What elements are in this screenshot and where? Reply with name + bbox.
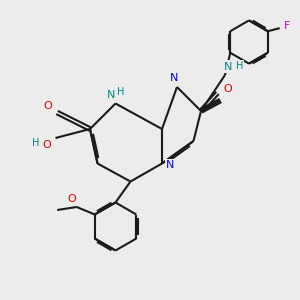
- Text: F: F: [284, 21, 290, 31]
- Text: O: O: [68, 194, 76, 204]
- Text: H: H: [236, 61, 243, 71]
- Text: H: H: [32, 137, 40, 148]
- Text: O: O: [224, 84, 232, 94]
- Text: H: H: [117, 87, 124, 97]
- Text: N: N: [107, 90, 115, 100]
- Text: N: N: [166, 160, 175, 170]
- Text: O: O: [43, 140, 52, 150]
- Text: N: N: [224, 61, 232, 72]
- Text: N: N: [170, 73, 178, 83]
- Text: O: O: [44, 101, 52, 111]
